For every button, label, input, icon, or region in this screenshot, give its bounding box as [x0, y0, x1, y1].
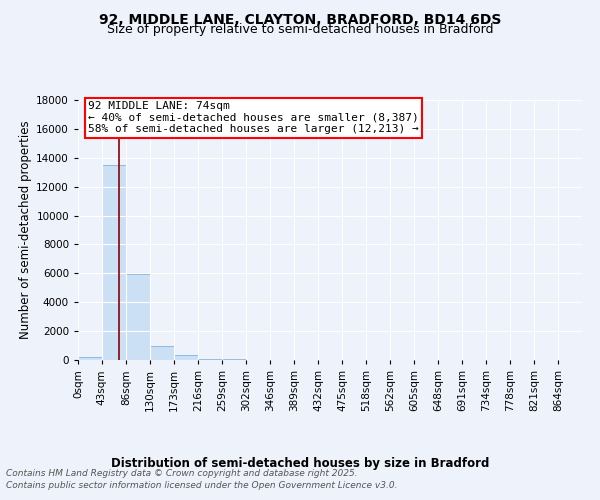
Bar — [198, 358, 222, 360]
Bar — [150, 346, 174, 360]
Bar — [126, 274, 149, 360]
Text: Distribution of semi-detached houses by size in Bradford: Distribution of semi-detached houses by … — [111, 458, 489, 470]
Bar — [174, 356, 198, 360]
Bar — [102, 165, 126, 360]
Text: 92 MIDDLE LANE: 74sqm
← 40% of semi-detached houses are smaller (8,387)
58% of s: 92 MIDDLE LANE: 74sqm ← 40% of semi-deta… — [88, 102, 419, 134]
Text: Contains public sector information licensed under the Open Government Licence v3: Contains public sector information licen… — [6, 481, 398, 490]
Text: Contains HM Land Registry data © Crown copyright and database right 2025.: Contains HM Land Registry data © Crown c… — [6, 468, 358, 477]
Text: 92, MIDDLE LANE, CLAYTON, BRADFORD, BD14 6DS: 92, MIDDLE LANE, CLAYTON, BRADFORD, BD14… — [99, 12, 501, 26]
Bar — [78, 358, 102, 360]
Text: Size of property relative to semi-detached houses in Bradford: Size of property relative to semi-detach… — [107, 24, 493, 36]
Y-axis label: Number of semi-detached properties: Number of semi-detached properties — [19, 120, 32, 340]
